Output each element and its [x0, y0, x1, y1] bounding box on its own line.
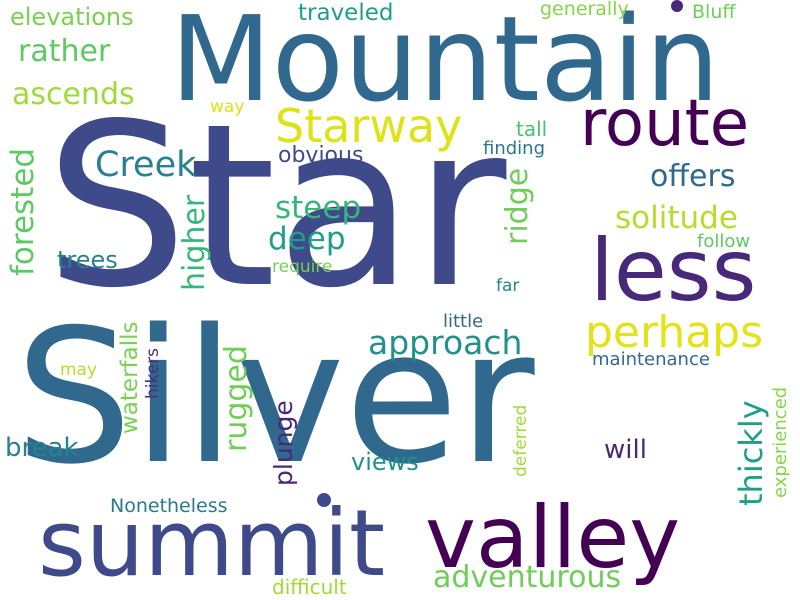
word-forested: forested — [5, 147, 41, 276]
word-route: route — [580, 87, 750, 161]
word-generally: generally — [540, 0, 629, 20]
word-maintenance: maintenance — [592, 349, 710, 370]
stray-dot — [317, 493, 331, 507]
word-deep: deep — [268, 221, 346, 257]
word-tall: tall — [516, 117, 548, 141]
word-traveled: traveled — [298, 0, 394, 26]
word-ascends: ascends — [12, 77, 135, 112]
stray-dot — [671, 0, 683, 12]
word-ridge: ridge — [500, 167, 535, 245]
word-solitude: solitude — [615, 200, 738, 236]
word-mountain: Mountain — [170, 0, 720, 128]
word-little: little — [443, 311, 484, 332]
word-creek: Creek — [95, 145, 197, 185]
word-obvious: obvious — [278, 143, 364, 168]
word-steep: steep — [275, 190, 362, 226]
word-waterfalls: waterfalls — [117, 321, 143, 434]
word-star: Star — [45, 76, 507, 338]
word-rather: rather — [18, 34, 111, 69]
word-plunge: plunge — [269, 400, 298, 486]
word-finding: finding — [483, 138, 546, 159]
word-hikers: hikers — [143, 347, 163, 399]
word-perhaps: perhaps — [585, 307, 764, 358]
word-follow: follow — [697, 231, 751, 252]
word-may: may — [60, 360, 98, 380]
word-valley: valley — [425, 488, 681, 588]
word-thickly: thickly — [732, 400, 770, 506]
word-less: less — [590, 221, 757, 321]
word-elevations: elevations — [10, 3, 134, 31]
word-break: break — [5, 433, 79, 463]
word-rugged: rugged — [219, 345, 254, 452]
word-deferred: deferred — [511, 404, 531, 477]
word-far: far — [496, 276, 520, 296]
word-will: will — [604, 435, 647, 465]
word-bluff: Bluff — [692, 1, 736, 23]
word-nonetheless: Nonetheless — [110, 495, 228, 517]
word-way: way — [210, 97, 245, 117]
word-experienced: experienced — [770, 386, 791, 498]
word-views: views — [351, 448, 419, 476]
word-require: require — [272, 257, 333, 277]
word-adventurous: adventurous — [433, 560, 622, 595]
word-difficult: difficult — [272, 575, 347, 599]
word-starway: Starway — [275, 99, 463, 153]
word-trees: trees — [57, 246, 118, 274]
word-summit: summit — [38, 490, 386, 597]
word-silver: Silver — [15, 289, 535, 505]
word-approach: approach — [368, 323, 523, 362]
word-offers: offers — [650, 159, 736, 194]
word-higher: higher — [177, 194, 212, 291]
